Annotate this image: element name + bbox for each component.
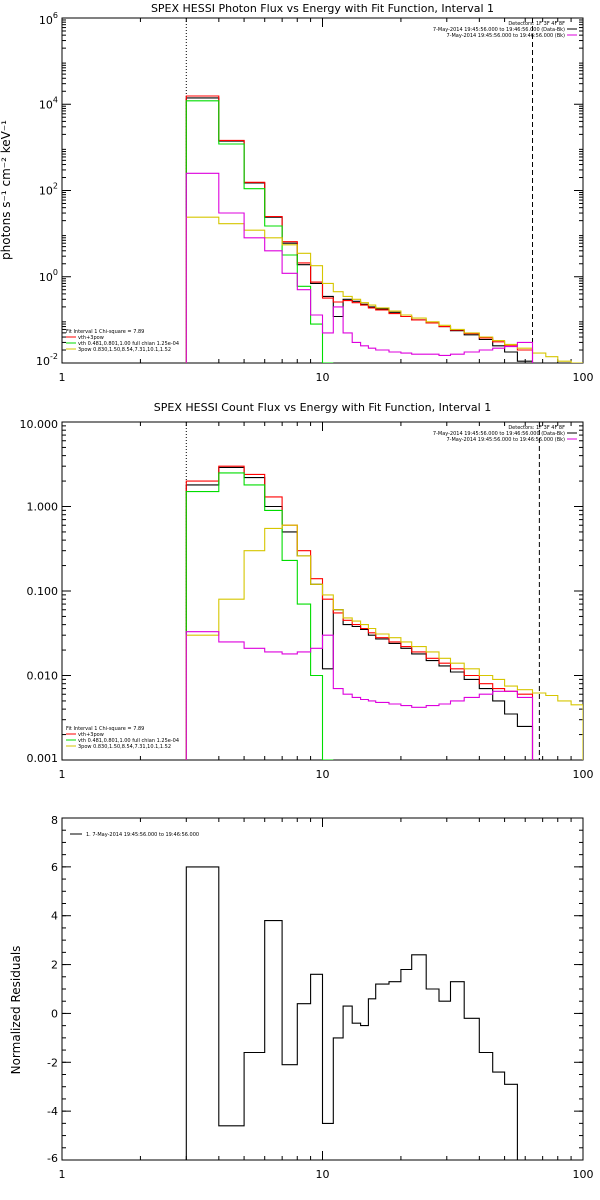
chart-title: SPEX HESSI Count Flux vs Energy with Fit… <box>154 401 491 414</box>
series-0-step-line <box>185 866 540 1160</box>
series-2-step-line <box>185 472 334 760</box>
series-1-step-line <box>185 465 534 760</box>
legend-bottom-left-text: vth 0.481,0.801,1.00 full chian 1.25e-04 <box>78 341 179 347</box>
series-0-step-line <box>185 466 534 760</box>
legend-top-right-text: 7-May-2014 19:45:56.000 to 19:46:56.000 … <box>433 27 565 33</box>
legend-bottom-left-text: Fit Interval 1 Chi-square = 7.89 <box>66 329 144 335</box>
x-tick-label: 10 <box>316 768 330 781</box>
x-tick-label: 10 <box>316 1168 330 1181</box>
y-tick-label: 0 <box>51 1007 58 1020</box>
y-tick-label: 104 <box>39 95 58 111</box>
series-4-step-line <box>185 172 534 363</box>
y-axis-label: Normalized Residuals <box>9 946 23 1075</box>
legend-bottom-left-text: vth+3pow <box>78 335 104 341</box>
photon-flux-panel: SPEX HESSI Photon Flux vs Energy with Fi… <box>0 2 594 384</box>
chart-title: SPEX HESSI Photon Flux vs Energy with Fi… <box>151 2 494 15</box>
y-tick-label: -4 <box>47 1105 58 1118</box>
x-tick-label: 1 <box>59 768 66 781</box>
y-tick-label: 100 <box>39 268 58 284</box>
residuals-panel: Normalized Residuals 1 10 100 -6 -4 -2 0 2 4 6 8 1. … <box>9 814 594 1181</box>
x-tick-label: 10 <box>316 371 330 384</box>
count-flux-panel: SPEX HESSI Count Flux vs Energy with Fit… <box>20 401 594 781</box>
y-tick-label: 4 <box>51 910 58 923</box>
series-3-step-line <box>185 524 583 760</box>
legend-top-right-text: 7-May-2014 19:45:56.000 to 19:46:56.000 … <box>446 437 565 443</box>
y-axis-label: photons s⁻¹ cm⁻² keV⁻¹ <box>0 120 13 260</box>
legend-top-right-text: Detectors: 1F 3F 4F 8F <box>508 425 565 431</box>
y-tick-label: 1.000 <box>27 501 59 514</box>
y-tick-label: -6 <box>47 1152 58 1165</box>
x-tick-label: 1 <box>59 1168 66 1181</box>
legend-bottom-left-text: Fit Interval 1 Chi-square = 7.89 <box>66 726 144 732</box>
y-tick-label: 2 <box>51 959 58 972</box>
y-tick-label: 6 <box>51 861 58 874</box>
plot-frame <box>61 17 584 364</box>
series-4-step-line <box>185 631 534 760</box>
series-0-step-line <box>185 97 534 363</box>
x-tick-label: 100 <box>573 768 594 781</box>
y-tick-label: 102 <box>39 182 58 198</box>
legend-bottom-left-text: 3pow 0.830,1.50,8.54,7.31,10.1,1.52 <box>78 347 171 353</box>
y-tick-label: 8 <box>51 814 58 827</box>
legend-bottom-left-text: 3pow 0.830,1.50,8.54,7.31,10.1,1.52 <box>78 744 171 750</box>
legend-top-right-text: 7-May-2014 19:45:56.000 to 19:46:56.000 … <box>446 33 565 39</box>
y-tick-label: -2 <box>47 1056 58 1069</box>
y-tick-label: 0.010 <box>27 670 59 683</box>
y-tick-label: 0.001 <box>27 752 59 765</box>
legend-top-right-text: 7-May-2014 19:45:56.000 to 19:46:56.000 … <box>433 431 565 437</box>
x-tick-label: 1 <box>59 371 66 384</box>
y-tick-label: 106 <box>39 11 58 27</box>
series-2-step-line <box>185 100 334 363</box>
y-tick-label: 10-2 <box>36 352 58 368</box>
y-tick-label: 0.100 <box>27 585 59 598</box>
series-3-step-line <box>185 216 583 363</box>
x-tick-label: 100 <box>573 371 594 384</box>
legend-bottom-left-text: vth 0.481,0.801,1.00 full chian 1.25e-04 <box>78 738 179 744</box>
x-tick-label: 100 <box>573 1168 594 1181</box>
legend-top-right-text: Detectors: 1F 3F 4F 8F <box>508 21 565 27</box>
series-1-step-line <box>185 95 534 363</box>
legend-bottom-left-text: vth+3pow <box>78 732 104 738</box>
legend-top-left-text: 1. 7-May-2014 19:45:56.000 to 19:46:56.0… <box>86 832 199 838</box>
y-tick-label: 10.000 <box>20 418 59 431</box>
